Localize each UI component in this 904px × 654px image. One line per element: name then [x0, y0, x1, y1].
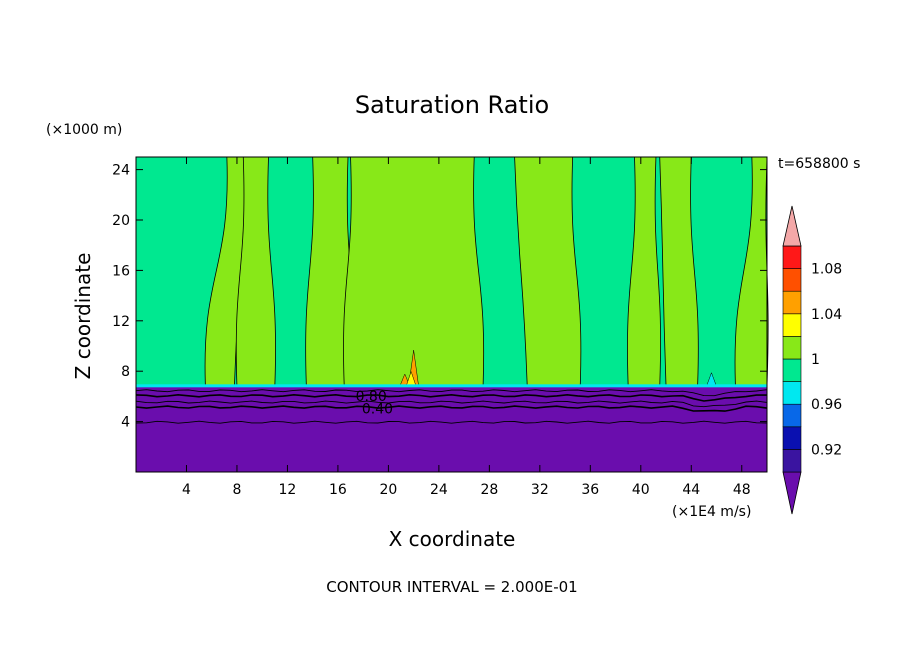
x-tick-label: 44	[682, 482, 700, 498]
x-axis-label: X coordinate	[389, 527, 516, 551]
contour-line	[135, 405, 768, 412]
colorbar-swatch	[782, 245, 802, 269]
x-tick-label: 24	[430, 482, 448, 498]
colorbar-swatch	[782, 336, 802, 360]
colorbar-swatch	[782, 358, 802, 382]
colorbar-swatch	[782, 426, 802, 450]
contour-line	[135, 389, 768, 397]
surface-region	[136, 386, 767, 472]
y-units-label: (×1000 m)	[46, 122, 122, 138]
colorbar-swatch	[782, 403, 802, 428]
colorbar-tick-label: 0.92	[811, 442, 842, 458]
colorbar-swatch	[782, 268, 802, 292]
colorbar-min-arrow	[782, 471, 802, 515]
x-tick-label: 20	[379, 482, 397, 498]
colorbar-tick-label: 1.08	[811, 262, 842, 278]
x-tick-label: 36	[581, 482, 599, 498]
y-tick-label: 8	[121, 364, 130, 380]
y-tick-label: 4	[121, 415, 130, 431]
contour-label: 0.40	[362, 402, 393, 418]
y-tick-label: 24	[112, 163, 130, 179]
colorbar-tick-label: 0.96	[811, 397, 842, 413]
x-units-label: (×1E4 m/s)	[672, 504, 751, 520]
colorbar-swatch	[782, 313, 802, 337]
colorbar: 0.92 0.96 1 1.04 1.08	[782, 205, 842, 515]
colorbar-max-arrow	[782, 205, 802, 247]
colorbar-tick-label: 1	[811, 352, 820, 368]
x-tick-label: 8	[232, 482, 241, 498]
colorbar-swatch	[782, 381, 802, 405]
colorbar-swatch	[782, 449, 802, 473]
x-tick-label: 28	[480, 482, 498, 498]
y-axis-label: Z coordinate	[71, 253, 95, 380]
contour-label: 0.80	[356, 389, 387, 405]
contour-interval-footer: CONTOUR INTERVAL = 2.000E-01	[326, 578, 577, 596]
x-tick-label: 12	[279, 482, 297, 498]
contour-line	[135, 393, 767, 402]
y-tick-label: 20	[112, 213, 130, 229]
chart-title: Saturation Ratio	[355, 91, 549, 119]
tropopause-band	[136, 384, 767, 388]
x-tick-label: 16	[329, 482, 347, 498]
colorbar-swatch	[782, 290, 802, 315]
y-tick-label: 12	[112, 314, 130, 330]
x-tick-label: 40	[632, 482, 650, 498]
colorbar-tick-label: 1.04	[811, 307, 842, 323]
plot-frame	[135, 156, 768, 473]
x-tick-label: 32	[531, 482, 549, 498]
contour-line	[135, 420, 768, 424]
time-label: t=658800 s	[778, 156, 860, 172]
x-tick-label: 4	[182, 482, 191, 498]
y-tick-label: 16	[112, 263, 130, 279]
contour-line	[135, 400, 768, 408]
x-tick-label: 48	[733, 482, 751, 498]
